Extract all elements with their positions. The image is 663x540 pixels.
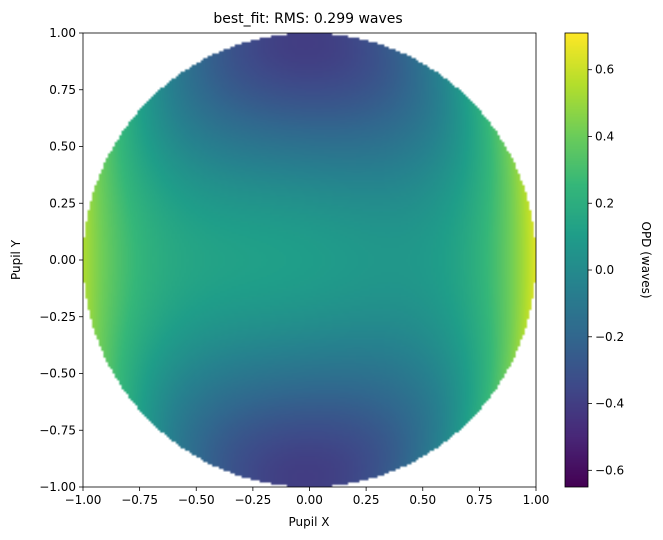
y-tick-label: 1.00: [49, 26, 76, 40]
y-tick-label: −0.25: [39, 310, 76, 324]
y-tick-label: 0.50: [49, 140, 76, 154]
colorbar-frame: [564, 32, 589, 488]
y-axis-ticks: 1.00 0.75 0.50 0.25 0.00 −0.25 −0.50 −0.75 −1.00: [39, 26, 83, 494]
colorbar-tick-label: 0.4: [595, 129, 614, 143]
colorbar-tick-label: −0.4: [595, 397, 624, 411]
y-axis-label: Pupil Y: [9, 239, 23, 280]
opd-heatmap: [83, 33, 536, 487]
colorbar-tick-label: −0.6: [595, 463, 624, 477]
colorbar-tick-label: 0.6: [595, 63, 614, 77]
y-tick-label: 0.00: [49, 253, 76, 267]
x-tick-label: −0.50: [178, 493, 215, 507]
x-tick-label: −1.00: [65, 493, 102, 507]
colorbar-tick-label: −0.2: [595, 330, 624, 344]
colorbar-label: OPD (waves): [639, 221, 653, 298]
colorbar-tick-label: 0.0: [595, 263, 614, 277]
chart-title: best_fit: RMS: 0.299 waves: [213, 11, 402, 27]
x-tick-label: 0.00: [296, 493, 323, 507]
y-tick-label: −1.00: [39, 480, 76, 494]
y-tick-label: 0.25: [49, 196, 76, 210]
x-tick-label: −0.75: [121, 493, 158, 507]
x-tick-label: −0.25: [234, 493, 271, 507]
colorbar-tick-label: 0.2: [595, 196, 614, 210]
colorbar-ticks: 0.6 0.4 0.2 0.0 −0.2 −0.4 −0.6: [588, 63, 624, 477]
x-tick-label: 0.75: [466, 493, 493, 507]
y-tick-label: 0.75: [49, 83, 76, 97]
x-tick-label: 0.25: [353, 493, 380, 507]
y-tick-label: −0.50: [39, 367, 76, 381]
y-tick-label: −0.75: [39, 423, 76, 437]
colorbar: [565, 33, 588, 487]
x-axis-label: Pupil X: [289, 515, 330, 529]
x-axis-ticks: −1.00 −0.75 −0.50 −0.25 0.00 0.25 0.50 0.75 1.00: [65, 487, 550, 507]
x-tick-label: 1.00: [523, 493, 550, 507]
x-tick-label: 0.50: [409, 493, 436, 507]
